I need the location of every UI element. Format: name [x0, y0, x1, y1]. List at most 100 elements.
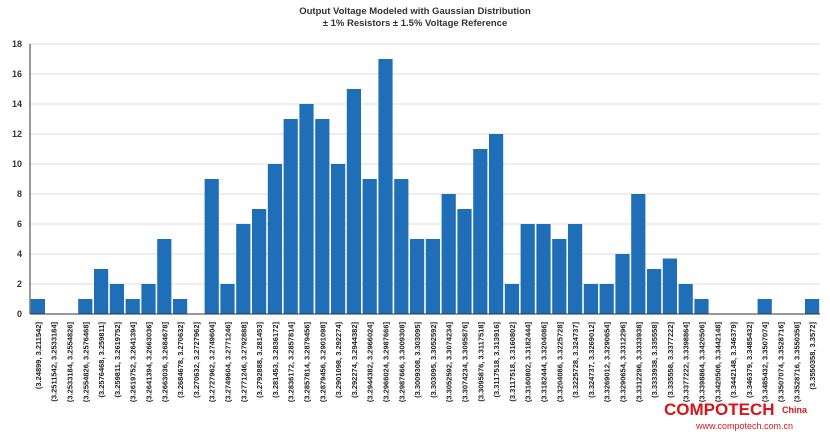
x-tick-label: (3.2944382, 3.2966024]	[366, 322, 375, 403]
histogram-bar	[504, 284, 519, 314]
histogram-bar	[30, 299, 45, 314]
histogram-bar	[489, 134, 504, 314]
x-tick-label: (3.324737, 3.3269012]	[587, 322, 596, 398]
x-tick-label: (3.3420506, 3.3442148]	[713, 322, 722, 403]
x-tick-label: (3.281453, 3.2836172]	[271, 322, 280, 398]
x-tick-label: (3.3528716, 3.3550358]	[792, 322, 801, 403]
x-tick-label: (3.3290654, 3.3312296]	[619, 322, 628, 403]
chart-title-block: Output Voltage Modeled with Gaussian Dis…	[0, 6, 830, 30]
compotech-watermark: COMPOTECH China www.compotech.com.cn	[664, 398, 830, 434]
histogram-bar	[173, 299, 188, 314]
histogram-bar	[378, 59, 393, 314]
x-tick-label: (3.2836172, 3.2857814]	[287, 322, 296, 403]
histogram-bar	[457, 209, 472, 314]
x-tick-label: (3.2966024, 3.2987666]	[382, 322, 391, 403]
x-tick-label: (3.3204086, 3.3225728]	[555, 322, 564, 403]
x-tick-label: (3.3550358, 3.3572]	[808, 322, 817, 390]
gridlines	[30, 43, 820, 315]
x-tick-label: (3.2792888, 3.281453]	[255, 322, 264, 398]
x-tick-label: (3.3377222, 3.3398864]	[682, 322, 691, 403]
x-tick-label: (3.2576468, 3.259811]	[97, 321, 106, 397]
histogram-bar	[236, 224, 251, 314]
x-tick-label: (3.303095, 3.3052592]	[429, 322, 438, 398]
x-tick-label: (3.2857814, 3.2879456]	[303, 322, 312, 403]
x-tick-label: (3.2641394, 3.2663036]	[145, 322, 154, 403]
watermark-brand: COMPOTECH	[664, 400, 775, 419]
histogram-bar	[520, 224, 535, 314]
y-tick-label: 12	[12, 129, 22, 139]
x-tick-label: (3.335558, 3.3377222]	[666, 322, 675, 398]
histogram-bar	[299, 104, 314, 314]
x-tick-label: (3.2901098, 3.292274]	[334, 322, 343, 398]
histogram-bar	[346, 89, 361, 314]
x-tick-label: (3.3507074, 3.3528716]	[777, 322, 786, 403]
x-tick-label: (3.2749604, 3.2771246]	[224, 322, 233, 403]
x-tick-label: (3.2554826, 3.2576468]	[81, 322, 90, 403]
y-tick-label: 4	[17, 249, 22, 259]
histogram-bar	[599, 284, 614, 314]
axes	[29, 44, 820, 315]
histogram-bar	[394, 179, 409, 314]
y-tick-label: 10	[12, 159, 22, 169]
histogram-bar	[615, 254, 630, 314]
x-tick-label: (3.3333938, 3.335558]	[650, 322, 659, 398]
y-tick-label: 14	[12, 99, 22, 109]
histogram-bar	[473, 149, 488, 314]
x-tick-label: (3.3442148, 3.346379]	[729, 322, 738, 398]
histogram-bar	[694, 299, 709, 314]
histogram-bar	[536, 224, 551, 314]
y-tick-label: 6	[17, 219, 22, 229]
histogram-bar	[362, 179, 377, 314]
chart-title: Output Voltage Modeled with Gaussian Dis…	[299, 6, 531, 17]
x-tick-label: (3.3074234, 3.3095876]	[461, 322, 470, 403]
x-tick-label: (3.3485432, 3.3507074]	[761, 322, 770, 403]
histogram-bar	[78, 299, 93, 314]
x-tick-label: (3.24899, 3.211542]	[34, 322, 43, 390]
chart-subtitle: ± 1% Resistors ± 1.5% Voltage Reference	[322, 18, 508, 29]
y-tick-label: 8	[17, 189, 22, 199]
watermark-suffix: China	[782, 405, 808, 415]
x-tick-label: (3.2663036, 3.2684678]	[160, 322, 169, 403]
histogram-bar	[805, 299, 820, 314]
y-tick-label: 0	[17, 309, 22, 319]
histogram-bar	[678, 284, 693, 314]
x-tick-label: (3.2511542, 3.2533184]	[50, 321, 59, 401]
histogram-bar	[441, 194, 456, 314]
x-tick-label: (3.2684678, 3.270632]	[176, 322, 185, 398]
x-tick-label: (3.2987666, 3.3009308]	[397, 322, 406, 403]
bars	[30, 59, 820, 314]
x-tick-label: (3.3225728, 3.324737]	[571, 322, 580, 398]
histogram-bar	[109, 284, 124, 314]
histogram-bar	[631, 194, 646, 314]
histogram-bar	[252, 209, 267, 314]
histogram-bar	[283, 119, 298, 314]
y-tick-label: 2	[17, 279, 22, 289]
x-tick-label: (3.259811, 3.2619752]	[113, 321, 122, 397]
x-tick-label: (3.3052592, 3.3074234]	[445, 322, 454, 403]
x-tick-label: (3.2879456, 3.2901098]	[318, 322, 327, 403]
x-tick-label: (3.2619752, 3.2641394]	[129, 322, 138, 403]
x-tick-label: (3.2533184, 3.2554826]	[66, 322, 75, 403]
histogram-bar	[583, 284, 598, 314]
x-tick-label: (3.270632, 3.2727962]	[192, 322, 201, 398]
y-tick-labels: 0 2 4 6 8 10 12 14 16 18	[12, 39, 22, 319]
y-tick-label: 18	[12, 39, 22, 49]
x-tick-label: (3.3182444, 3.3204086]	[540, 322, 549, 403]
histogram-bar	[141, 284, 156, 314]
x-tick-labels: (3.24899, 3.211542] (3.2511542, 3.2533184…	[34, 321, 817, 402]
histogram-bar	[647, 269, 662, 314]
histogram-bar	[425, 239, 440, 314]
histogram-bar	[331, 164, 346, 314]
x-tick-label: (3.346379, 3.3485432]	[745, 322, 754, 398]
watermark-url: www.compotech.com.cn	[695, 421, 793, 431]
histogram-bar	[204, 179, 219, 314]
histogram-bar	[757, 299, 772, 314]
x-tick-label: (3.3312296, 3.3333938]	[634, 322, 643, 403]
histogram-bar	[157, 239, 172, 314]
histogram-bar	[568, 224, 583, 314]
x-tick-label: (3.2771246, 3.2792888]	[239, 322, 248, 403]
histogram-bar	[662, 258, 677, 314]
x-tick-label: (3.2727962, 3.2749604]	[208, 322, 217, 403]
x-tick-label: (3.3009308, 3.303095]	[413, 322, 422, 398]
